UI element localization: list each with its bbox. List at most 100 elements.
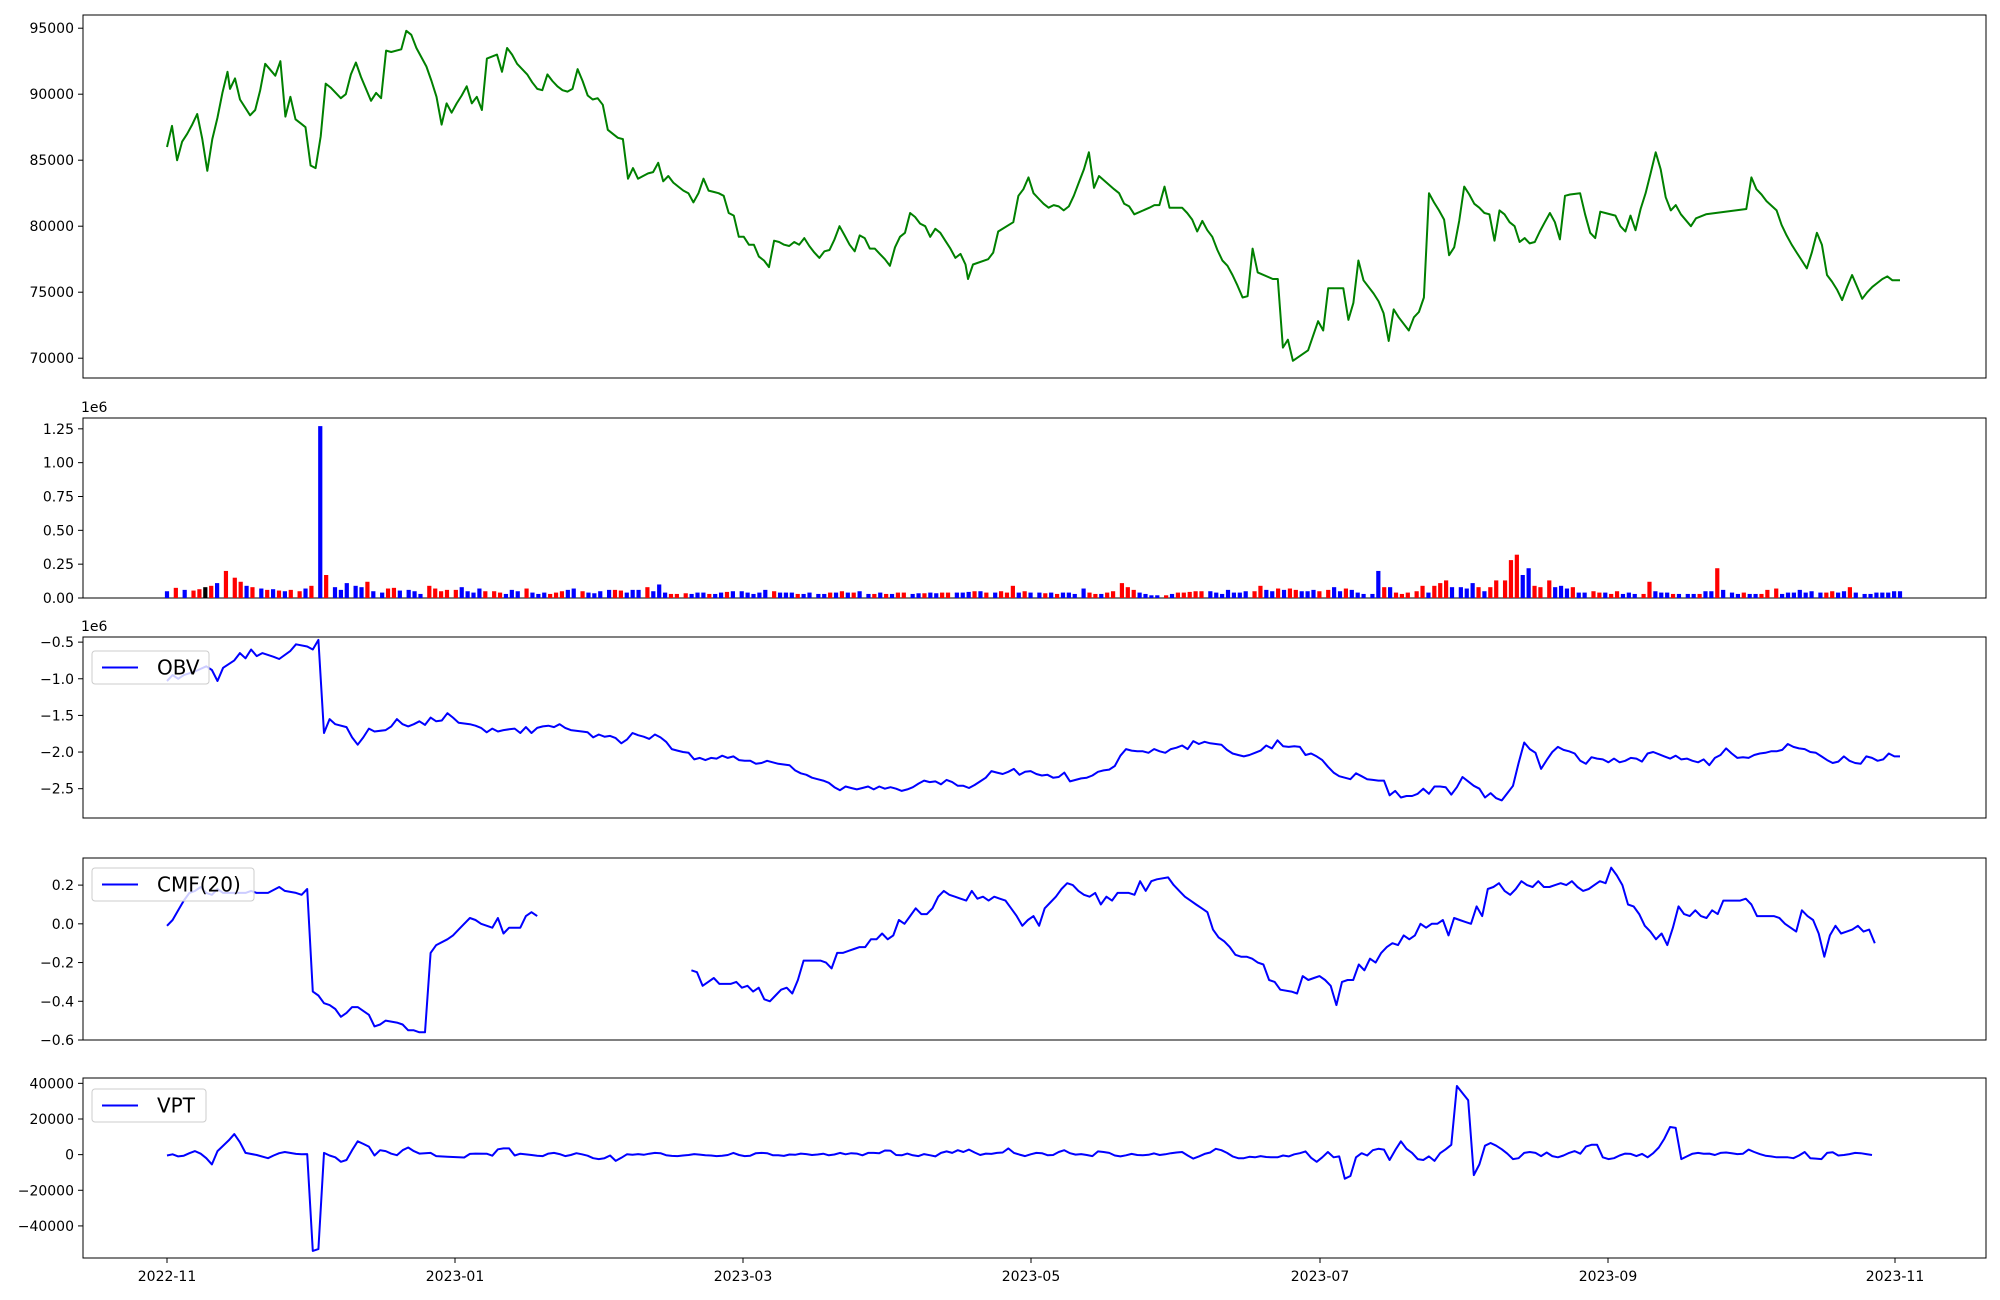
volume-bar xyxy=(1532,585,1537,598)
panel-frame xyxy=(82,636,1987,819)
volume-bar xyxy=(1665,592,1670,598)
volume-bar xyxy=(978,591,983,598)
panel-frame xyxy=(82,857,1987,1041)
volume-bar xyxy=(271,589,276,598)
volume-bar xyxy=(1780,593,1785,598)
volume-bar xyxy=(1874,592,1879,598)
volume-bar xyxy=(1653,591,1658,598)
volume-bar xyxy=(1582,592,1587,598)
volume-bar xyxy=(668,593,674,598)
volume-bar xyxy=(1349,589,1354,598)
volume-bar xyxy=(1099,593,1104,598)
volume-bar xyxy=(1697,593,1702,598)
legend-label: VPT xyxy=(157,1094,196,1118)
volume-bar xyxy=(1332,587,1337,598)
panel-4: −0.6 −0.4 −0.2 0.0 0.2 CMF(20) xyxy=(40,857,1987,1049)
volume-bar xyxy=(1337,591,1343,598)
volume-bar xyxy=(1426,592,1431,598)
volume-bar xyxy=(1709,591,1714,598)
legend-box xyxy=(91,1088,207,1123)
volume-bar xyxy=(1591,591,1596,598)
legend-box xyxy=(91,867,255,902)
panel-2: 0.00 0.25 0.50 0.75 1.00 1.25 1e6 xyxy=(43,400,1987,607)
volume-bar xyxy=(713,593,718,598)
volume-bar xyxy=(412,591,417,598)
volume-bar xyxy=(1824,592,1829,598)
volume-bar xyxy=(565,589,570,598)
volume-bar xyxy=(606,589,612,598)
volume-bar xyxy=(406,589,411,598)
volume-bar xyxy=(282,591,287,598)
volume-bar xyxy=(1841,591,1847,598)
volume-bar xyxy=(1220,593,1225,598)
volume-bar xyxy=(1054,593,1060,598)
volume-bar xyxy=(618,590,623,598)
volume-bar xyxy=(833,592,839,598)
volume-bar xyxy=(801,593,806,598)
volume-bar xyxy=(232,577,237,598)
volume-bar xyxy=(359,587,364,598)
volume-bar xyxy=(465,591,470,598)
volume-bar xyxy=(901,592,906,598)
volume-bar xyxy=(598,591,603,598)
volume-bar xyxy=(1231,592,1237,598)
volume-bar xyxy=(1028,592,1033,598)
volume-bar xyxy=(689,593,694,598)
volume-bar xyxy=(695,592,700,598)
volume-bar xyxy=(945,592,951,598)
price-line xyxy=(166,29,1900,362)
volume-bar xyxy=(1897,591,1903,598)
plot-area xyxy=(166,638,1900,802)
volume-bar xyxy=(542,592,547,598)
volume-bar xyxy=(1343,588,1349,598)
volume-bar xyxy=(553,592,559,598)
volume-bar xyxy=(1609,593,1614,598)
volume-bar xyxy=(651,591,656,598)
volume-bar xyxy=(1237,592,1242,598)
volume-bar xyxy=(1862,593,1867,598)
volume-bar xyxy=(276,590,282,598)
volume-bar xyxy=(1868,593,1873,598)
volume-bar xyxy=(191,590,196,598)
volume-bar xyxy=(1399,593,1405,598)
volume-bar xyxy=(586,592,591,598)
panel-frame xyxy=(82,1077,1987,1259)
volume-bar xyxy=(503,593,509,598)
volume-bar xyxy=(683,593,688,598)
volume-bar xyxy=(250,587,255,598)
volume-bar xyxy=(1137,592,1142,598)
volume-bar xyxy=(1614,591,1620,598)
x-tick-label: 2023-09 xyxy=(1579,1269,1638,1285)
y-tick-label: 1.00 xyxy=(43,456,74,472)
volume-bar xyxy=(444,589,450,598)
x-tick-label: 2023-11 xyxy=(1866,1269,1925,1285)
volume-bar xyxy=(1049,592,1054,598)
volume-bar xyxy=(1670,593,1676,598)
volume-bar xyxy=(1558,585,1564,598)
volume-bar xyxy=(1087,592,1092,598)
volume-bar xyxy=(397,590,402,598)
volume-bar xyxy=(1287,588,1293,598)
volume-bar xyxy=(1464,588,1469,598)
volume-bar xyxy=(182,589,187,598)
volume-bar xyxy=(1597,592,1602,598)
volume-bar xyxy=(1620,593,1626,598)
volume-bar xyxy=(1721,589,1726,598)
volume-bar xyxy=(1149,595,1154,598)
volume-bar xyxy=(1830,591,1835,598)
volume-bar xyxy=(839,591,845,598)
volume-bar xyxy=(884,593,889,598)
volume-bar xyxy=(851,592,856,598)
volume-bar xyxy=(309,585,314,598)
volume-bar xyxy=(1214,592,1219,598)
volume-bar xyxy=(998,591,1004,598)
legend-label: OBV xyxy=(157,656,200,680)
volume-bar xyxy=(1311,589,1316,598)
volume-bar xyxy=(483,591,488,598)
y-tick-label: −1.5 xyxy=(40,708,74,724)
volume-bar xyxy=(1747,593,1752,598)
volume-bar xyxy=(1164,595,1169,598)
volume-bar xyxy=(630,589,635,598)
volume-bar xyxy=(259,588,264,598)
